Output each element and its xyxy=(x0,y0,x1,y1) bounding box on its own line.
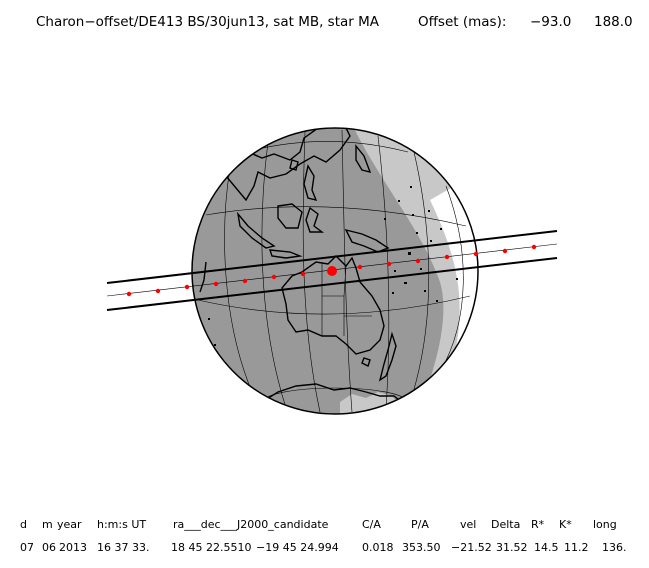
asia-coast xyxy=(203,128,351,202)
val-day: 07 xyxy=(20,541,34,554)
col-day: d xyxy=(20,518,27,531)
borneo-coast xyxy=(277,203,303,229)
val-ca: 0.018 xyxy=(362,541,394,554)
offset-ra: −93.0 xyxy=(530,14,572,30)
tasmania-coast xyxy=(361,357,371,367)
track-dot xyxy=(126,291,132,297)
taiwan-coast xyxy=(289,159,299,171)
sulawesi-coast xyxy=(305,206,325,233)
shadow-south-limit xyxy=(106,257,558,311)
globe-surface xyxy=(192,128,478,414)
australia-borders xyxy=(321,262,372,336)
track-dot xyxy=(213,281,219,287)
africa-edge-coast xyxy=(199,261,207,293)
track-dot xyxy=(473,251,479,257)
track-minute-dots xyxy=(126,244,537,297)
col-rstar: R* xyxy=(531,518,545,531)
philippines-coast xyxy=(303,164,318,202)
track-dot xyxy=(242,278,248,284)
val-ra: 18 45 22.5510 xyxy=(171,541,252,554)
globe-limb xyxy=(191,127,479,415)
val-kstar: 11.2 xyxy=(564,541,589,554)
offset-dec: 188.0 xyxy=(594,14,633,30)
new-guinea-coast xyxy=(344,228,390,253)
val-pa: 353.50 xyxy=(402,541,441,554)
track-dot xyxy=(357,264,363,270)
val-time: 16 37 33. xyxy=(97,541,150,554)
val-month: 06 xyxy=(42,541,56,554)
col-vel: vel xyxy=(460,518,477,531)
track-dot xyxy=(271,274,277,280)
track-dot xyxy=(531,244,537,250)
val-long: 136. xyxy=(602,541,627,554)
shadow-north-limit xyxy=(106,230,558,284)
table-header-row: d m year h:m:s UT ra___dec___J2000_candi… xyxy=(0,518,649,534)
australia-coast xyxy=(281,255,385,355)
val-dec: −19 45 24.994 xyxy=(256,541,339,554)
track-dot xyxy=(415,258,421,264)
track-dot xyxy=(444,254,450,260)
sumatra-coast xyxy=(236,211,276,249)
event-title: Charon−offset/DE413 BS/30jun13, sat MB, … xyxy=(36,14,380,30)
col-ca: C/A xyxy=(362,518,381,531)
table-value-row: 07 06 2013 16 37 33. 18 45 22.5510 −19 4… xyxy=(0,541,649,557)
offset-label: Offset (mas): xyxy=(418,14,507,30)
closest-approach-marker xyxy=(327,266,337,276)
val-rstar: 14.5 xyxy=(534,541,559,554)
val-delta: 31.52 xyxy=(496,541,528,554)
col-time: h:m:s UT xyxy=(97,518,147,531)
val-vel: −21.52 xyxy=(451,541,492,554)
col-radec: ra___dec___J2000_candidate xyxy=(173,518,329,531)
header-title: Charon−offset/DE413 BS/30jun13, sat MB, … xyxy=(0,14,649,34)
col-pa: P/A xyxy=(411,518,429,531)
col-delta: Delta xyxy=(491,518,521,531)
track-dot xyxy=(300,271,306,277)
col-long: long xyxy=(593,518,617,531)
track-dot xyxy=(155,288,161,294)
coastlines xyxy=(199,128,406,414)
shadow-limits xyxy=(106,230,558,311)
col-year: year xyxy=(57,518,82,531)
japan-coast xyxy=(355,144,372,174)
track-dot xyxy=(502,248,508,254)
day-side xyxy=(420,160,478,414)
new-zealand-coast xyxy=(378,331,397,382)
col-month: m xyxy=(42,518,53,531)
antarctica-twilight xyxy=(340,392,402,414)
val-year: 2013 xyxy=(59,541,87,554)
pacific-islands xyxy=(208,186,458,346)
java-coast xyxy=(268,249,303,259)
track-dot xyxy=(386,261,392,267)
track-dot xyxy=(184,284,190,290)
col-kstar: K* xyxy=(559,518,572,531)
